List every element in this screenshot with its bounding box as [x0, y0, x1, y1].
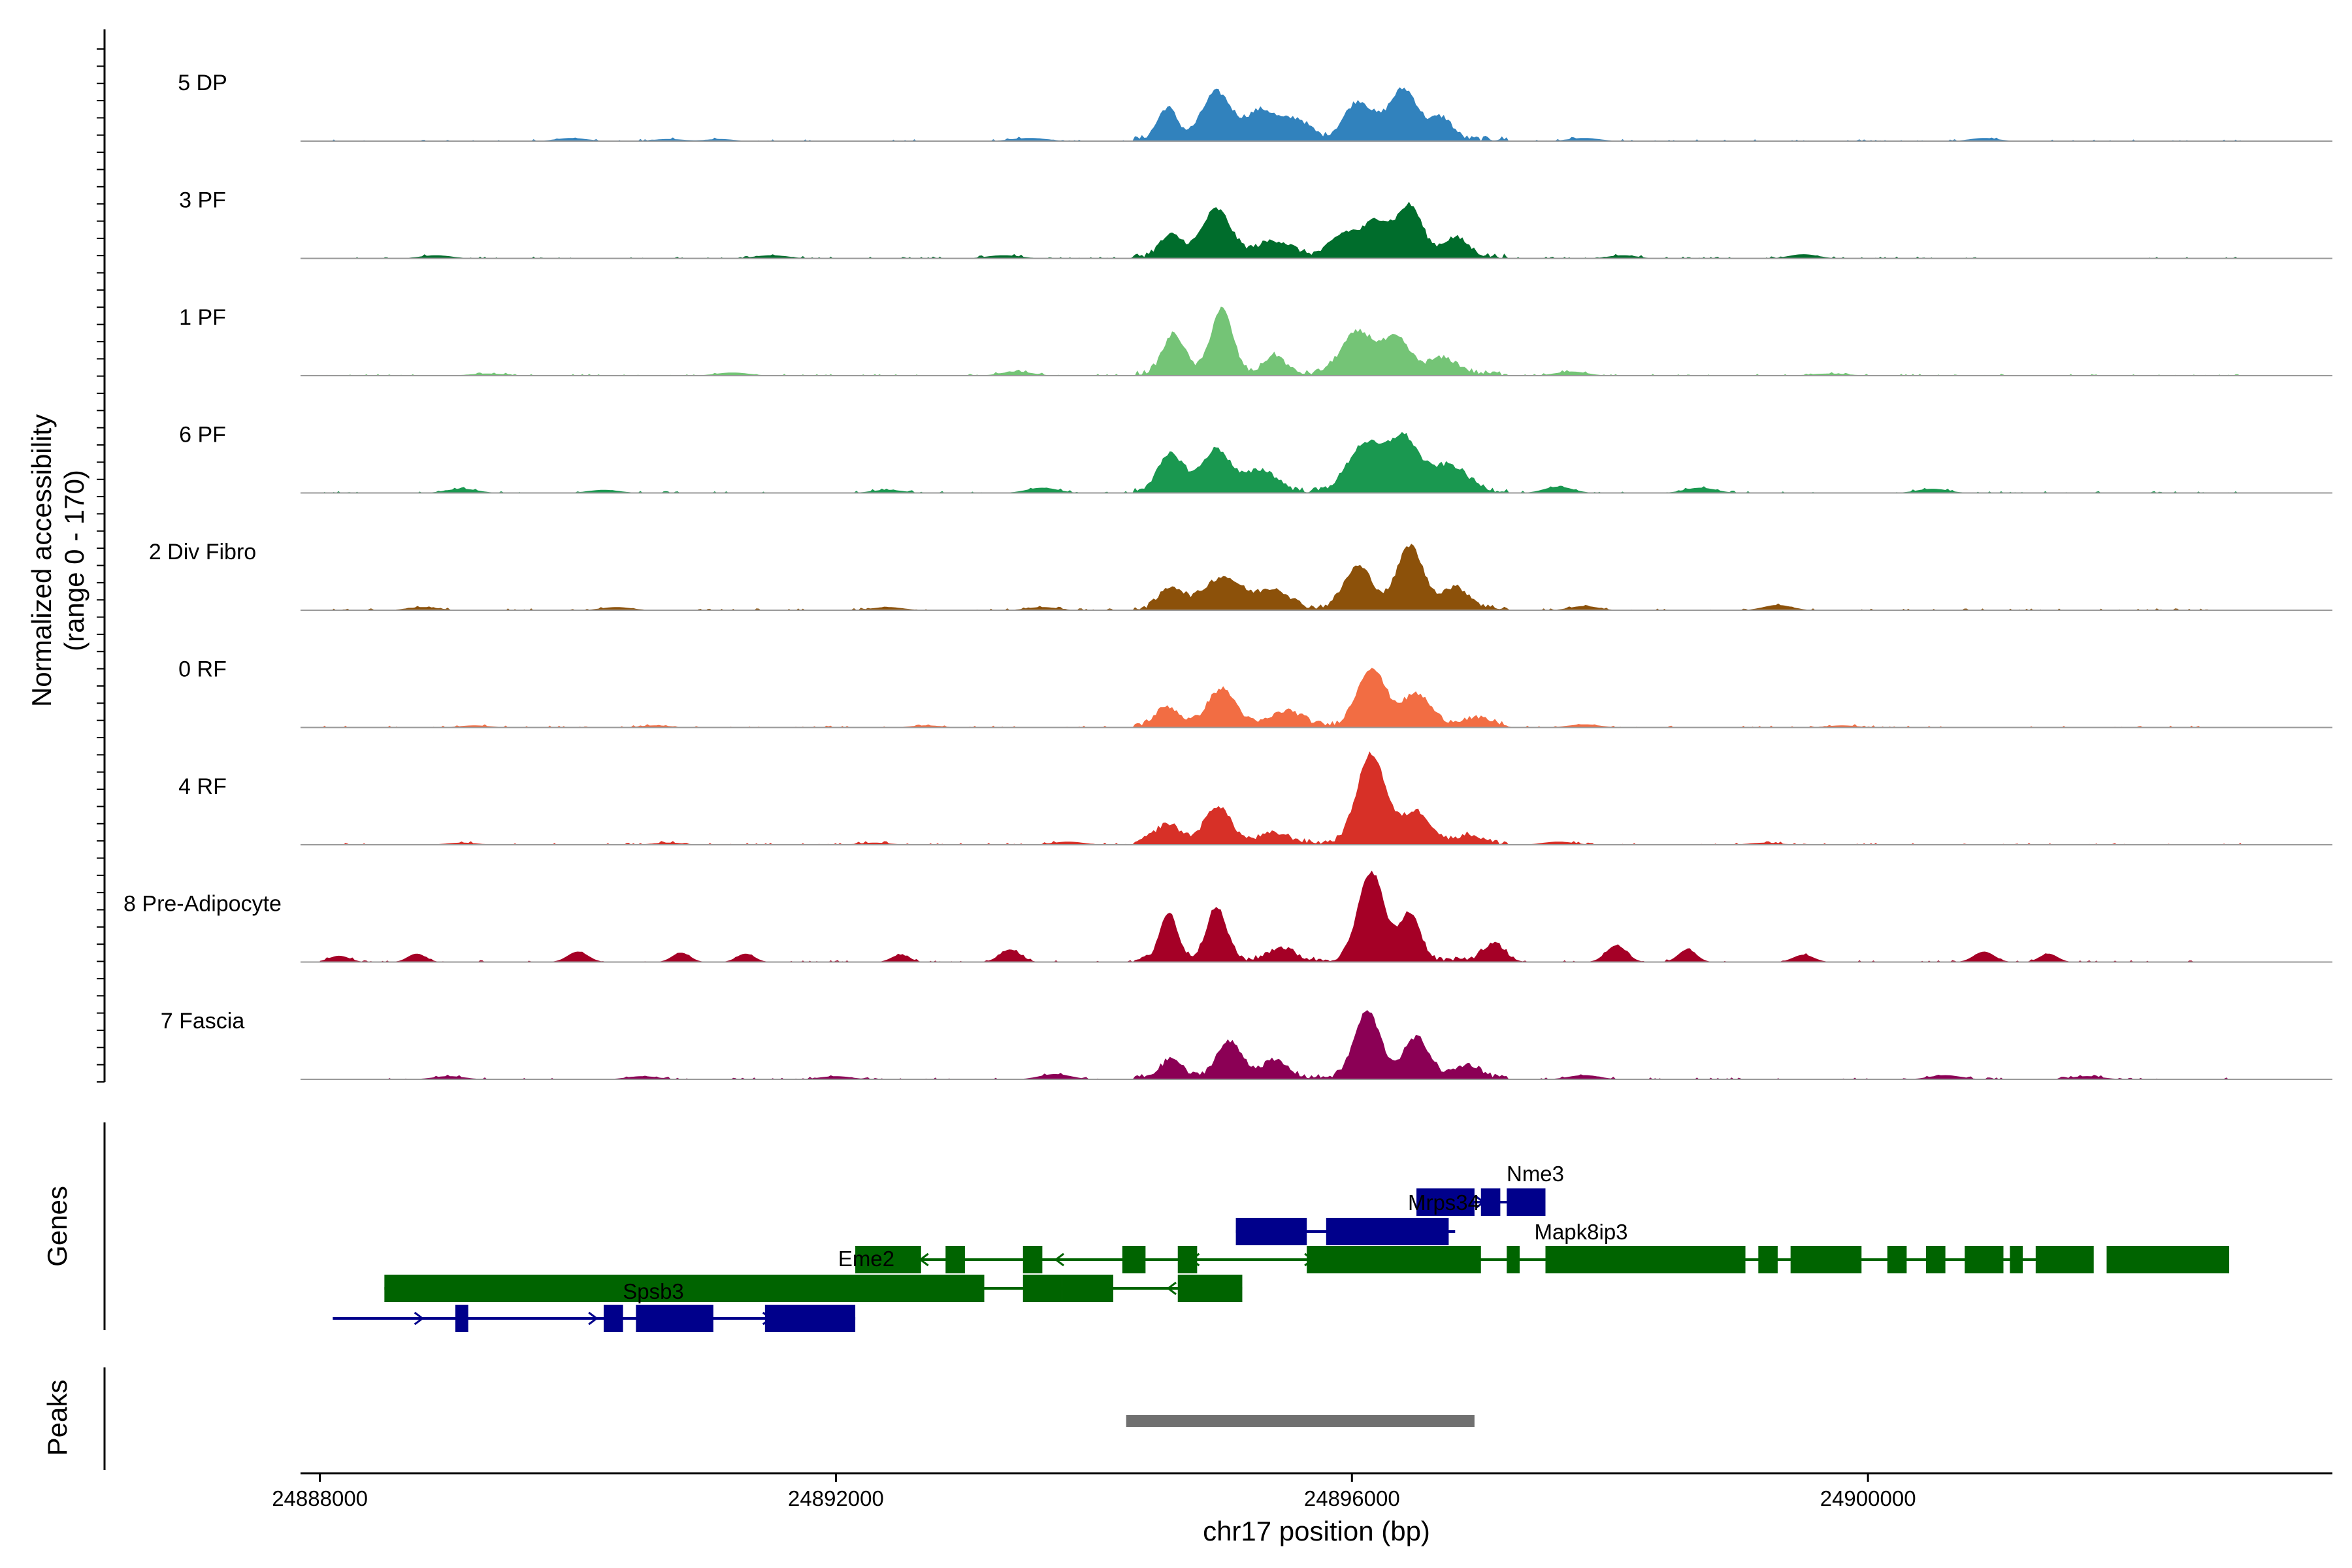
- x-tick-label: 24900000: [1820, 1486, 1916, 1511]
- peaks-panel: Peaks: [42, 1367, 1475, 1470]
- track-8-pre-adipocyte: 8 Pre-Adipocyte: [123, 870, 2332, 963]
- track-label: 7 Fascia: [161, 1009, 245, 1034]
- coverage-area: [319, 201, 2242, 259]
- gene-mapk8ip3: [1242, 1246, 2230, 1273]
- gene-label-spsb3: Spsb3: [623, 1279, 684, 1303]
- track-1-pf: 1 PF: [179, 305, 2332, 376]
- track-4-rf: 4 RF: [178, 751, 2332, 845]
- gene-exon: [2010, 1246, 2023, 1273]
- gene-exon: [1177, 1246, 1198, 1273]
- strand-arrow: [1054, 1252, 1064, 1267]
- x-axis: chr17 position (bp) 24888000 24892000 2489…: [272, 1472, 2332, 1546]
- gene-exon: [1480, 1188, 1501, 1216]
- gene-exon: [2106, 1246, 2230, 1273]
- strand-arrow: [414, 1311, 425, 1326]
- gene-exon: [945, 1246, 965, 1273]
- coverage-area: [319, 306, 2242, 376]
- coverage-y-axis: Normalized accessibility (range 0 - 170): [26, 29, 106, 1083]
- track-label: 0 RF: [178, 657, 227, 682]
- track-label: 4 RF: [178, 774, 227, 799]
- gene-exon: [384, 1275, 985, 1302]
- track-2-div-fibro: 2 Div Fibro: [149, 540, 2332, 611]
- gene-exon: [1507, 1188, 1546, 1216]
- gene-exon: [1326, 1218, 1449, 1245]
- strand-arrow: [588, 1311, 598, 1326]
- coverage-area: [319, 544, 2242, 610]
- peak-region: [1126, 1415, 1475, 1427]
- gene-exon: [1062, 1275, 1113, 1302]
- coverage-area: [319, 87, 2242, 141]
- genes-panel: Genes Eme2 Spsb3 Mrps34 Nme3 Mapk8ip3: [42, 1122, 2230, 1332]
- track-5-dp: 5 DP: [178, 71, 2332, 142]
- gene-exon: [604, 1305, 623, 1332]
- gene-exon: [1965, 1246, 2004, 1273]
- gene-exon: [1926, 1246, 1946, 1273]
- gene-nme3: [1416, 1188, 1546, 1216]
- gene-exon: [1545, 1246, 1746, 1273]
- coverage-area: [319, 870, 2242, 962]
- gene-mrps34: [1235, 1218, 1456, 1245]
- x-axis-label: chr17 position (bp): [1203, 1516, 1430, 1546]
- gene-exon: [1507, 1246, 1520, 1273]
- track-label: 2 Div Fibro: [149, 540, 256, 564]
- x-tick-label: 24888000: [272, 1486, 368, 1511]
- gene-spsb3: [384, 1275, 1243, 1302]
- track-7-fascia: 7 Fascia: [161, 1009, 2332, 1080]
- gene-exon: [1307, 1246, 1481, 1273]
- gene-exon: [855, 1246, 921, 1273]
- track-0-rf: 0 RF: [178, 657, 2332, 728]
- track-label: 1 PF: [179, 305, 226, 330]
- track-6-pf: 6 PF: [179, 423, 2332, 494]
- gene-exon: [1790, 1246, 1862, 1273]
- genes-panel-label: Genes: [42, 1186, 73, 1267]
- gene-exon: [455, 1305, 468, 1332]
- gene-exon: [1758, 1246, 1778, 1273]
- coverage-area: [319, 751, 2242, 845]
- gene-label-eme2: Eme2: [838, 1247, 894, 1271]
- gene-exon: [1887, 1246, 1907, 1273]
- x-tick-label: 24896000: [1304, 1486, 1400, 1511]
- y-axis-label-line1: Normalized accessibility: [26, 414, 57, 707]
- peaks-panel-label: Peaks: [42, 1380, 73, 1456]
- track-label: 3 PF: [179, 188, 226, 213]
- gene-exon: [1235, 1218, 1307, 1245]
- coverage-tracks: 5 DP 3 PF 1 PF 6 PF 2 Div Fibro 0 RF 4 RF 8 Pre…: [123, 71, 2332, 1080]
- gene-nubp2: [333, 1305, 856, 1332]
- gene-exon: [636, 1305, 713, 1332]
- coverage-area: [319, 432, 2242, 493]
- y-axis-label-line2: (range 0 - 170): [59, 470, 90, 651]
- gene-exon: [1022, 1275, 1062, 1302]
- gene-exon: [2035, 1246, 2094, 1273]
- gene-label-nme3: Nme3: [1507, 1162, 1564, 1186]
- gene-exon: [1416, 1188, 1475, 1216]
- gene-eme2: [855, 1246, 1262, 1273]
- coverage-area: [319, 668, 2242, 728]
- gene-exon: [764, 1305, 856, 1332]
- gene-label-mrps34: Mrps34: [1408, 1190, 1480, 1215]
- track-label: 6 PF: [179, 423, 226, 448]
- track-label: 5 DP: [178, 71, 227, 95]
- track-3-pf: 3 PF: [179, 188, 2332, 259]
- strand-arrow: [1166, 1281, 1177, 1296]
- gene-exon: [1022, 1246, 1043, 1273]
- gene-exon: [1177, 1275, 1243, 1302]
- gene-exon: [1122, 1246, 1146, 1273]
- gene-label-mapk8ip3: Mapk8ip3: [1534, 1220, 1627, 1244]
- coverage-area: [319, 1010, 2242, 1079]
- x-tick-label: 24892000: [788, 1486, 884, 1511]
- track-label: 8 Pre-Adipocyte: [123, 892, 282, 917]
